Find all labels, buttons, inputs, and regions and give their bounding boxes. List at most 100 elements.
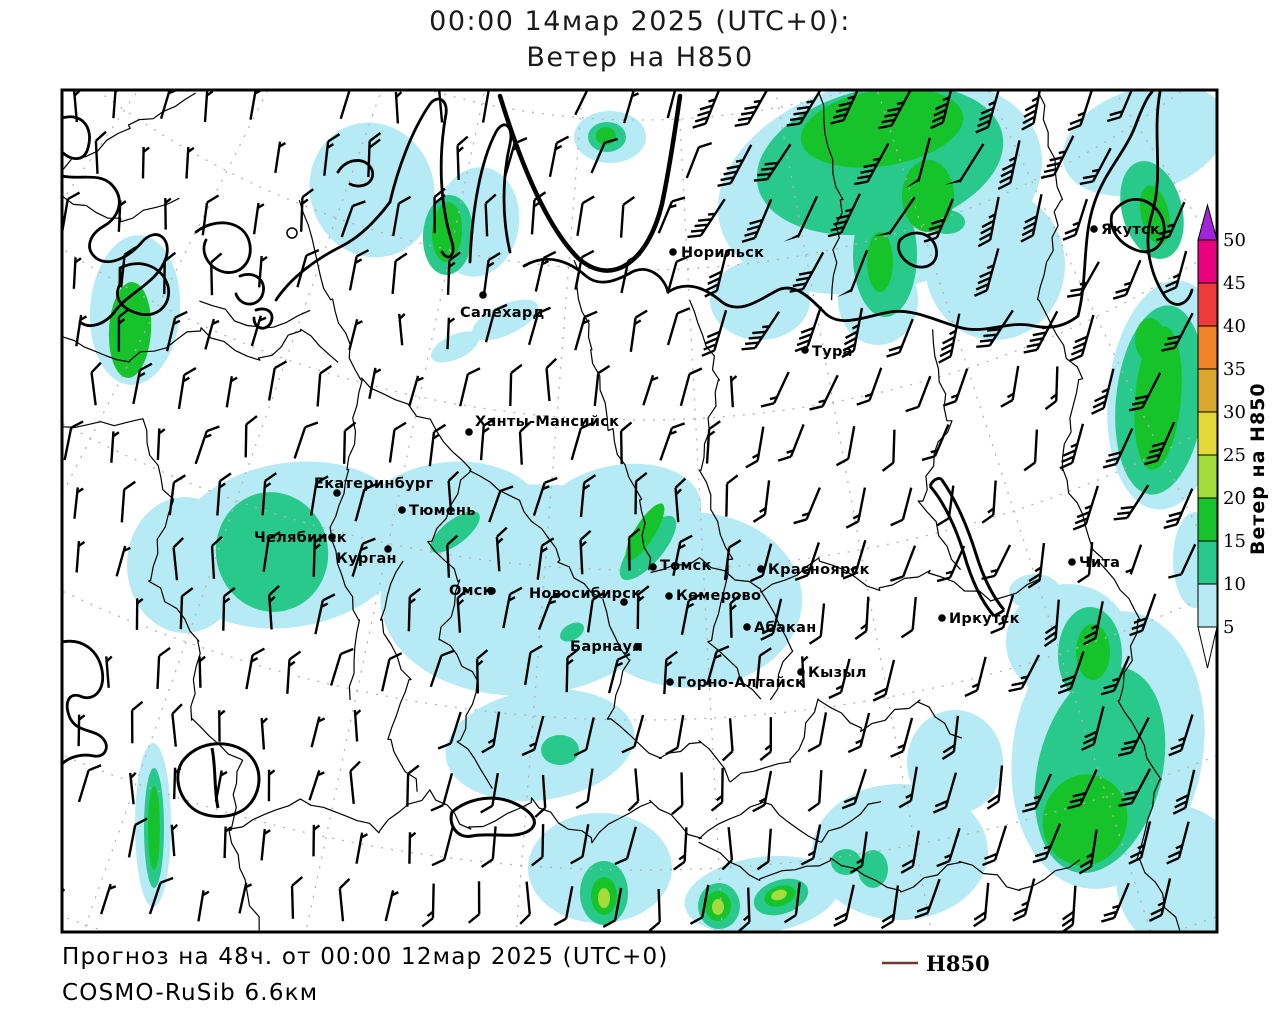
wind-barb [614, 826, 638, 866]
wind-barb [841, 307, 864, 359]
wind-barb [223, 826, 232, 859]
coast-loop-4 [897, 231, 938, 269]
wind-barb [260, 828, 271, 861]
wind-barb [627, 528, 641, 571]
wind-barb [368, 367, 382, 399]
wind-barb [828, 658, 851, 700]
wind-barb [1020, 193, 1043, 243]
wind-barb [689, 884, 710, 925]
wind-barb [721, 827, 734, 871]
wind-barb [429, 649, 455, 688]
wind-barb [738, 887, 751, 931]
wind-barb [135, 597, 144, 630]
admin-border [573, 259, 652, 571]
wind-barb [342, 421, 357, 464]
wind-barb [760, 598, 783, 641]
wind-barb [130, 700, 144, 744]
admin-border [1037, 92, 1104, 560]
wind-barb [623, 91, 647, 124]
coast-yamal [388, 97, 455, 259]
wind-barb [1066, 261, 1100, 298]
wind-barb [1168, 543, 1197, 579]
city-marker [488, 587, 496, 595]
wind-barb [484, 193, 497, 237]
wind-barb [148, 876, 174, 915]
wind-barb [73, 487, 84, 519]
wind-barb [119, 246, 137, 288]
wind-barb [392, 195, 412, 237]
wind-barb [1032, 823, 1062, 864]
wind-barb [447, 470, 460, 514]
wind-barb [117, 307, 131, 352]
wind-barb [536, 537, 555, 580]
wind-barb [575, 768, 594, 810]
wind-barb [90, 361, 102, 406]
wind-barb [77, 764, 102, 803]
shading-layer [89, 91, 1216, 931]
wind-barb [286, 650, 302, 694]
city-label: Красноярск [768, 562, 870, 578]
wind-barb [537, 591, 565, 630]
wind-barb [99, 883, 117, 915]
wind-barb [112, 91, 122, 119]
wind-barb [105, 655, 113, 688]
wind-barb [488, 485, 514, 523]
wind-barb [177, 367, 197, 410]
wind-barb [63, 191, 81, 232]
coast-khatanga [1109, 197, 1166, 254]
wind-barb [835, 425, 856, 467]
wind-barb [1040, 135, 1075, 180]
wind-barb [923, 198, 955, 243]
wind-barb [323, 133, 341, 176]
title-line-2: Ветер на H850 [526, 42, 754, 73]
wind-barb [309, 475, 329, 516]
coast-taymyr-2 [1146, 91, 1194, 306]
wind-barb [932, 772, 958, 814]
wind-barb [1000, 365, 1020, 408]
wind-barb [218, 709, 226, 742]
wind-barb [619, 195, 636, 238]
wind-barb [482, 252, 501, 295]
wind-barb [316, 364, 333, 407]
wind-barb [509, 363, 523, 407]
wind-barb [570, 824, 590, 865]
legend-label: H850 [926, 951, 990, 976]
coast-loop-2 [252, 307, 274, 330]
wind-barb [120, 480, 136, 523]
city-label: Барнаул [570, 639, 643, 655]
shade-15-20 [108, 91, 1182, 921]
wind-barb [687, 198, 726, 239]
admin-border [759, 589, 794, 701]
admin-border [818, 91, 844, 301]
wind-barb [602, 887, 623, 928]
admin-border [63, 327, 339, 363]
wind-barb [132, 362, 153, 405]
wind-barb [406, 764, 420, 807]
wind-barb [437, 91, 450, 123]
title-line-1: 00:00 14мар 2025 (UTC+0): [429, 6, 851, 37]
wind-barb [431, 827, 454, 867]
wind-barb [847, 712, 871, 754]
wind-barb [163, 251, 177, 295]
wind-barb [548, 135, 570, 178]
colorbar-tick-label: 5 [1223, 617, 1234, 638]
admin-border [689, 299, 762, 700]
wind-barb [312, 533, 327, 577]
wind-barb [94, 130, 107, 174]
wind-barb [394, 91, 403, 124]
wind-barb [348, 249, 370, 291]
wind-barb [197, 890, 210, 922]
wind-barb [880, 885, 900, 930]
cities-layer: Норильск Салехард Тура Якутск Ханты-Мансийск… [254, 222, 1160, 691]
wind-barb [674, 477, 687, 523]
wind-barb [210, 535, 223, 579]
coast-loop-1 [234, 273, 265, 306]
colorbar-tick-label: 40 [1223, 316, 1246, 337]
wind-barb [759, 717, 773, 762]
wind-barb [267, 360, 288, 401]
wind-barb [1148, 878, 1172, 922]
wind-barb [249, 91, 262, 120]
wind-barb [990, 594, 1015, 635]
wind-barb [1112, 259, 1142, 300]
city-label: Норильск [681, 245, 764, 261]
